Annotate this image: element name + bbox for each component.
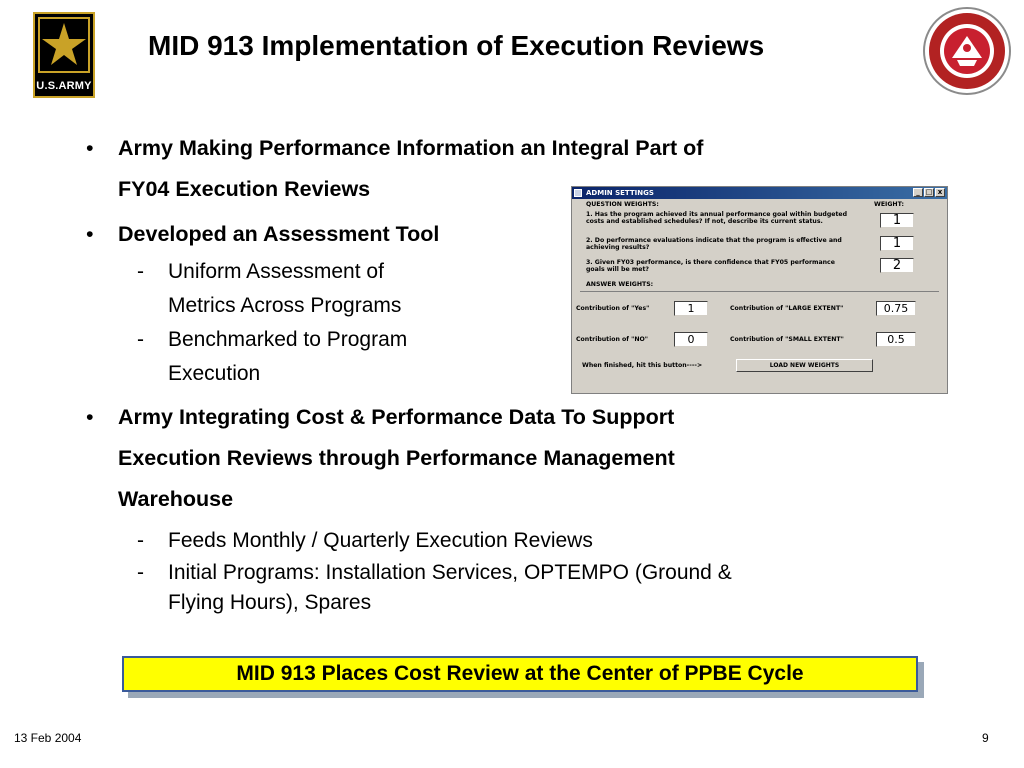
question-weights-label: QUESTION WEIGHTS: <box>586 201 659 208</box>
no-contribution-field[interactable]: 0 <box>674 332 708 347</box>
footer-date: 13 Feb 2004 <box>14 731 82 745</box>
dash-marker: - <box>137 260 144 283</box>
dash-marker: - <box>137 529 144 552</box>
dash-marker: - <box>137 561 144 584</box>
yes-contribution-field[interactable]: 1 <box>674 301 708 316</box>
page-number: 9 <box>982 731 989 745</box>
asa-seal-icon <box>923 7 1011 95</box>
weight-column-label: WEIGHT: <box>874 201 904 208</box>
window-controls: _ □ x <box>913 188 945 197</box>
question-3-weight-field[interactable]: 2 <box>880 258 914 273</box>
army-logo-text: U.S.ARMY <box>36 80 92 92</box>
bullet-text: FY04 Execution Reviews <box>118 177 371 201</box>
sub-bullet-text: Benchmarked to Program <box>168 328 408 351</box>
minimize-button[interactable]: _ <box>913 188 923 197</box>
bullet-performance-info: Army Making Performance Information an I… <box>80 128 880 210</box>
sub-bullet-text: Uniform Assessment of <box>168 260 384 283</box>
small-extent-field[interactable]: 0.5 <box>876 332 916 347</box>
window-app-icon <box>574 189 582 197</box>
summary-banner: MID 913 Places Cost Review at the Center… <box>122 656 918 692</box>
sub-bullet-text: Flying Hours), Spares <box>168 591 372 614</box>
divider <box>580 291 939 292</box>
question-2-text: 2. Do performance evaluations indicate t… <box>586 237 842 252</box>
close-button[interactable]: x <box>935 188 945 197</box>
bullet-text: Execution Reviews through Performance Ma… <box>118 446 675 470</box>
bullet-text: Army Integrating Cost & Performance Data… <box>118 405 675 429</box>
sub-bullet-benchmarked: - Benchmarked to Program Execution <box>80 323 880 391</box>
sub-bullet-feeds: - Feeds Monthly / Quarterly Execution Re… <box>80 524 880 558</box>
sub-bullet-text: Initial Programs: Installation Services,… <box>168 561 732 584</box>
bullet-cost-performance: Army Integrating Cost & Performance Data… <box>80 397 880 520</box>
window-body: QUESTION WEIGHTS: WEIGHT: 1. Has the pro… <box>572 199 947 394</box>
sub-bullet-uniform: - Uniform Assessment of Metrics Across P… <box>80 255 880 323</box>
bullet-text: Developed an Assessment Tool <box>118 222 440 246</box>
bullet-text: Army Making Performance Information an I… <box>118 136 704 160</box>
bullet-list: Army Making Performance Information an I… <box>80 128 880 618</box>
window-title: ADMIN SETTINGS <box>586 189 654 197</box>
no-contribution-label: Contribution of "NO" <box>576 336 649 343</box>
answer-weights-label: ANSWER WEIGHTS: <box>586 281 654 288</box>
slide-title: MID 913 Implementation of Execution Revi… <box>148 30 765 61</box>
maximize-button[interactable]: □ <box>924 188 934 197</box>
finished-instruction-label: When finished, hit this button----> <box>582 362 703 369</box>
sub-bullet-initial-programs: - Initial Programs: Installation Service… <box>80 558 880 618</box>
sub-bullet-text: Metrics Across Programs <box>168 294 402 317</box>
window-titlebar: ADMIN SETTINGS _ □ x <box>572 187 947 199</box>
admin-settings-window: ADMIN SETTINGS _ □ x QUESTION WEIGHTS: W… <box>571 186 948 394</box>
bullet-text: Warehouse <box>118 487 234 511</box>
small-extent-label: Contribution of "SMALL EXTENT" <box>730 336 844 343</box>
bullet-assessment-tool: Developed an Assessment Tool <box>80 214 880 255</box>
large-extent-label: Contribution of "LARGE EXTENT" <box>730 305 844 312</box>
question-3-text: 3. Given FY03 performance, is there conf… <box>586 259 835 274</box>
question-2-weight-field[interactable]: 1 <box>880 236 914 251</box>
army-star-icon <box>38 17 90 73</box>
large-extent-field[interactable]: 0.75 <box>876 301 916 316</box>
dash-marker: - <box>137 328 144 351</box>
question-1-weight-field[interactable]: 1 <box>880 213 914 228</box>
army-logo: U.S.ARMY <box>33 12 95 98</box>
question-1-text: 1. Has the program achieved its annual p… <box>586 211 848 226</box>
load-new-weights-button[interactable]: LOAD NEW WEIGHTS <box>736 359 873 372</box>
sub-bullet-text: Execution <box>168 362 261 385</box>
yes-contribution-label: Contribution of "Yes" <box>576 305 650 312</box>
sub-bullet-text: Feeds Monthly / Quarterly Execution Revi… <box>168 529 593 552</box>
